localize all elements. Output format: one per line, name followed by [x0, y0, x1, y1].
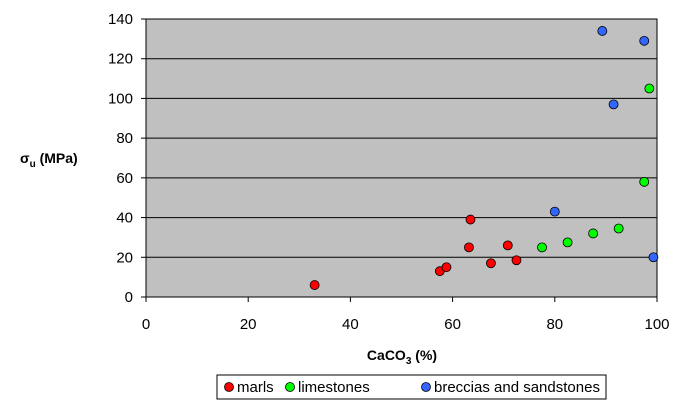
y-tick-label: 100	[108, 90, 133, 107]
legend-marker-breccias-and-sandstones	[422, 383, 431, 392]
point-marls	[442, 263, 451, 272]
point-marls	[503, 241, 512, 250]
legend: marls limestones breccias and sandstones	[217, 375, 606, 399]
point-breccias-and-sandstones	[649, 253, 658, 262]
legend-label-breccias-and-sandstones: breccias and sandstones	[434, 379, 600, 396]
point-limestones	[589, 229, 598, 238]
x-tick-label: 40	[342, 316, 359, 333]
plot-area	[146, 19, 657, 297]
point-breccias-and-sandstones	[640, 36, 649, 45]
legend-label-marls: marls	[237, 379, 274, 396]
point-breccias-and-sandstones	[550, 207, 559, 216]
x-tick-label: 100	[644, 316, 669, 333]
point-marls	[466, 215, 475, 224]
x-axis-title-main: CaCO	[367, 347, 406, 363]
x-axis-title: CaCO3 (%)	[367, 347, 437, 367]
y-tick-label: 140	[108, 11, 133, 28]
y-tick-label: 80	[116, 130, 133, 147]
y-tick-label: 120	[108, 51, 133, 68]
x-tick-label: 80	[546, 316, 563, 333]
x-axis-title-unit: (%)	[411, 347, 437, 363]
point-limestones	[640, 177, 649, 186]
legend-marker-marls	[225, 383, 234, 392]
y-tick-label: 0	[125, 289, 133, 306]
y-axis-title: σu (MPa)	[20, 150, 78, 170]
y-tick-label: 60	[116, 170, 133, 187]
point-marls	[310, 281, 319, 290]
x-tick-label: 60	[444, 316, 461, 333]
y-tick-label: 40	[116, 210, 133, 227]
point-breccias-and-sandstones	[609, 100, 618, 109]
point-limestones	[563, 238, 572, 247]
point-limestones	[614, 224, 623, 233]
point-breccias-and-sandstones	[598, 26, 607, 35]
x-tick-label: 0	[142, 316, 150, 333]
x-tick-label: 20	[240, 316, 257, 333]
legend-label-limestones: limestones	[298, 379, 370, 396]
y-axis-title-unit: (MPa)	[36, 150, 78, 166]
point-marls	[486, 259, 495, 268]
y-axis-title-main: σ	[20, 150, 30, 166]
point-limestones	[538, 243, 547, 252]
legend-marker-limestones	[286, 383, 295, 392]
point-marls	[512, 256, 521, 265]
point-limestones	[645, 84, 654, 93]
y-tick-label: 20	[116, 249, 133, 266]
point-marls	[464, 243, 473, 252]
